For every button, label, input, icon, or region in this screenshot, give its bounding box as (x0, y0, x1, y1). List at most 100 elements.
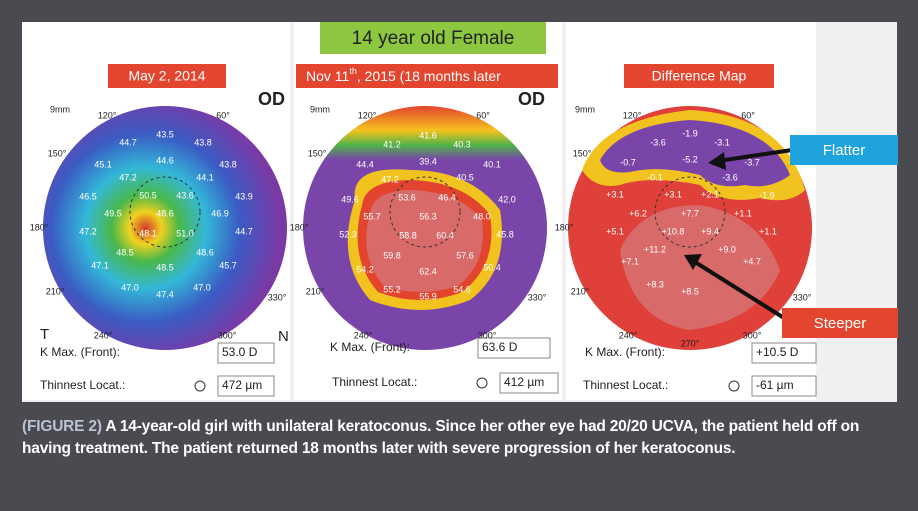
label-part: Nov 11 (306, 68, 350, 84)
map-value: 47.4 (156, 289, 174, 299)
map-value: -1.9 (682, 128, 698, 138)
map-value: 45.1 (94, 159, 112, 169)
map-value: +2.1 (701, 189, 719, 199)
angle-label: 300° (218, 330, 237, 340)
angle-label: 120° (358, 110, 377, 120)
topography-map (43, 106, 287, 350)
map-value: 46.5 (79, 191, 97, 201)
map-value: 49.5 (104, 208, 122, 218)
map-value: 48.6 (156, 208, 174, 218)
value-box (751, 375, 817, 397)
map-value: 52.3 (339, 229, 357, 239)
angle-label: 300° (478, 330, 497, 340)
map-value: 44.7 (235, 226, 253, 236)
map-value: 44.6 (156, 155, 174, 165)
map-value: 47.2 (119, 172, 137, 182)
map-value: 48.0 (473, 211, 491, 221)
map-value: 47.2 (79, 226, 97, 236)
map-value: +8.5 (681, 286, 699, 296)
map-value: 45.7 (219, 260, 237, 270)
map-value: 54.2 (356, 264, 374, 274)
value-box (499, 372, 559, 394)
value-box (477, 337, 551, 359)
map-value: 40.1 (483, 159, 501, 169)
map-value: 55.7 (363, 211, 381, 221)
map-value: 47.1 (91, 260, 109, 270)
angle-label: 180° (555, 222, 574, 232)
scale-label: 9mm (575, 104, 595, 114)
map-value: 59.8 (383, 250, 401, 260)
angle-label: 60° (216, 110, 230, 120)
map-value: 39.4 (419, 156, 437, 166)
scale-label: 9mm (50, 104, 70, 114)
map-value: +1.1 (759, 226, 777, 236)
angle-label: 150° (308, 148, 327, 158)
row-label: Thinnest Locat.: (40, 378, 125, 392)
row-value: 412 µm (504, 375, 544, 389)
angle-label: 180° (30, 222, 49, 232)
angle-label: 330° (793, 292, 812, 302)
map-value: 62.4 (419, 266, 437, 276)
map-value: 56.3 (419, 211, 437, 221)
map-value: 44.4 (356, 159, 374, 169)
title: 14 year old Female (352, 28, 515, 49)
map-value: 55.2 (383, 284, 401, 294)
map-value: -0.1 (647, 172, 663, 182)
map-value: 43.8 (194, 137, 212, 147)
row-label: K Max. (Front): (585, 345, 665, 359)
map-value: -3.6 (650, 137, 666, 147)
label-part: , 2015 (18 months later (357, 68, 501, 84)
map-value: 48.1 (139, 228, 157, 238)
angle-label: 330° (528, 292, 547, 302)
callout-label: Flatter (823, 142, 866, 159)
dashed-circle (129, 176, 201, 248)
map-value: 50.4 (483, 262, 501, 272)
angle-label: 240° (619, 330, 638, 340)
map-value: 51.0 (176, 228, 194, 238)
map-region (366, 190, 483, 292)
panel-label: May 2, 2014 (128, 68, 205, 84)
map-value: 48.5 (116, 247, 134, 257)
map-value: -5.2 (682, 154, 698, 164)
label-box (624, 64, 774, 88)
angle-label: 180° (290, 222, 309, 232)
caption: (FIGURE 2) A 14-year-old girl with unila… (22, 416, 892, 460)
map-value: 45.8 (496, 229, 514, 239)
map-value: 48.5 (156, 262, 174, 272)
map-value: 43.6 (176, 190, 194, 200)
panel-label: Difference Map (652, 68, 747, 84)
map-value: 47.0 (193, 282, 211, 292)
map-value: 44.7 (119, 137, 137, 147)
map-value: +7.7 (681, 208, 699, 218)
map-value: 55.9 (419, 291, 437, 301)
angle-label: 270° (681, 338, 700, 348)
map-value: +5.1 (606, 226, 624, 236)
angle-label: 150° (573, 148, 592, 158)
map-value: +7.1 (621, 256, 639, 266)
angle-label: 330° (268, 292, 287, 302)
map-value: 43.9 (235, 191, 253, 201)
arrow (717, 148, 793, 163)
map-value: +4.7 (743, 256, 761, 266)
caption-text: A 14-year-old girl with unilateral kerat… (22, 418, 860, 457)
angle-label: 240° (354, 330, 373, 340)
eye-label: OD (518, 89, 545, 109)
row-value: 472 µm (222, 378, 262, 392)
map-value: 47.0 (121, 282, 139, 292)
panel-label: Nov 11th, 2015 (18 months later (306, 66, 501, 83)
value-box (217, 342, 275, 364)
map-value: 57.6 (456, 250, 474, 260)
arrowhead (708, 152, 726, 170)
caption-figure: (FIGURE 2) (22, 418, 102, 435)
map-value: 40.3 (453, 139, 471, 149)
angle-label: 210° (306, 286, 325, 296)
map-value: 58.8 (399, 230, 417, 240)
map-value: +3.1 (606, 189, 624, 199)
row-label: Thinnest Locat.: (332, 375, 417, 389)
row-value: +10.5 D (756, 345, 799, 359)
map-value: +8.3 (646, 279, 664, 289)
map-value: 54.6 (453, 284, 471, 294)
map-value: 42.0 (498, 194, 516, 204)
map-region (600, 120, 790, 187)
map-value: 40.5 (456, 172, 474, 182)
